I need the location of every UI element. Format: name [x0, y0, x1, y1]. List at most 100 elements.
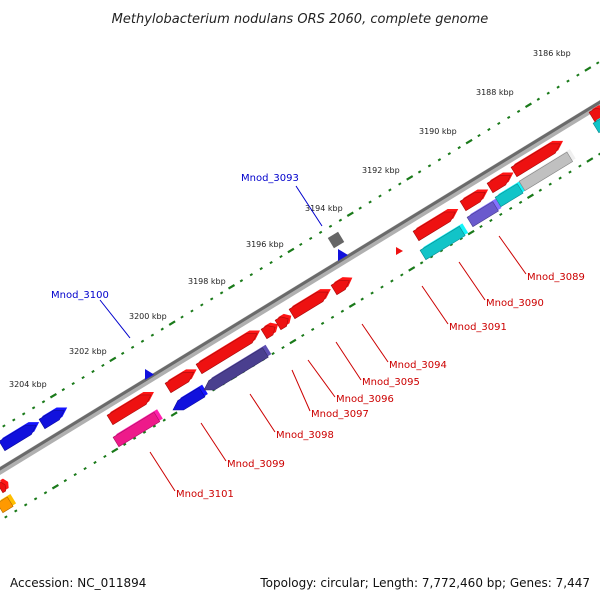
major-tick	[348, 302, 356, 308]
cds-feature[interactable]	[106, 391, 154, 426]
gene-label-mnod-3098[interactable]: Mnod_3098	[276, 430, 334, 441]
minor-tick	[122, 442, 127, 446]
gene-label-mnod-3096[interactable]: Mnod_3096	[336, 394, 394, 405]
cds-feature[interactable]	[112, 409, 163, 448]
leader-line	[200, 422, 227, 462]
cds-feature[interactable]	[518, 149, 576, 192]
minor-tick	[310, 327, 315, 331]
cds-feature[interactable]	[459, 189, 489, 212]
minor-tick	[73, 473, 77, 477]
cds-feature[interactable]	[486, 172, 514, 194]
cds-feature-body	[459, 192, 486, 212]
cds-feature-body	[112, 411, 161, 448]
minor-tick	[487, 127, 491, 132]
cds-feature-body	[195, 333, 258, 375]
cds-feature[interactable]	[419, 223, 469, 261]
leader-line	[421, 285, 449, 325]
minor-tick	[330, 315, 335, 319]
cds-feature[interactable]	[164, 369, 197, 394]
gene-label-mnod-3095[interactable]: Mnod_3095	[362, 377, 420, 388]
minor-tick	[538, 188, 543, 192]
minor-tick	[299, 242, 303, 247]
gene-label-mnod-3099[interactable]: Mnod_3099	[227, 459, 285, 470]
minor-tick	[508, 206, 513, 210]
gene-features	[0, 105, 600, 514]
minor-tick	[43, 491, 48, 495]
genome-summary-text: Topology: circular; Length: 7,772,460 bp…	[260, 576, 590, 590]
gene-label-mnod-3089[interactable]: Mnod_3089	[527, 272, 585, 283]
minor-tick	[437, 158, 442, 162]
gene-label-mnod-3090[interactable]: Mnod_3090	[486, 298, 544, 309]
gene-label-mnod-3100[interactable]: Mnod_3100	[51, 290, 109, 301]
cds-feature[interactable]	[0, 478, 9, 494]
cds-feature[interactable]	[466, 198, 502, 228]
cds-feature[interactable]	[510, 140, 564, 178]
minor-tick	[130, 345, 135, 349]
cds-feature-body	[164, 372, 195, 394]
minor-tick	[378, 194, 382, 198]
cds-feature[interactable]	[327, 231, 345, 249]
minor-tick	[239, 279, 244, 283]
minor-tick	[63, 479, 68, 483]
cds-feature[interactable]	[0, 422, 40, 452]
minor-tick	[328, 224, 333, 228]
leader-line	[149, 451, 176, 492]
minor-tick	[447, 152, 452, 156]
cds-feature-body	[106, 394, 152, 426]
cds-feature[interactable]	[494, 180, 527, 208]
cds-feature[interactable]	[38, 407, 68, 430]
leader-line	[335, 341, 362, 381]
gene-label-mnod-3091[interactable]: Mnod_3091	[449, 322, 507, 333]
cds-feature[interactable]	[145, 369, 154, 380]
cds-feature-body	[419, 225, 466, 261]
gene-label-mnod-3101[interactable]: Mnod_3101	[176, 489, 234, 500]
minor-tick	[506, 115, 511, 119]
cds-feature[interactable]	[338, 249, 348, 261]
cds-feature[interactable]	[195, 330, 261, 375]
gene-labels: Mnod_3093 Mnod_3100 Mnod_3089 Mnod_3090 …	[51, 173, 585, 500]
cds-feature-body	[466, 201, 499, 228]
minor-tick	[518, 200, 523, 204]
minor-tick	[132, 436, 137, 440]
cds-feature-body	[588, 107, 600, 123]
minor-tick	[370, 291, 374, 295]
cds-feature[interactable]	[172, 384, 208, 411]
cds-feature[interactable]	[588, 105, 600, 123]
scale-label: 3190 kbp	[419, 127, 457, 136]
minor-tick	[568, 170, 572, 174]
minor-tick	[558, 176, 562, 180]
minor-tick	[536, 97, 541, 101]
cds-feature[interactable]	[330, 277, 353, 296]
accession-text: Accession: NC_011894	[10, 576, 147, 590]
cds-feature[interactable]	[0, 494, 17, 514]
gene-label-mnod-3094[interactable]: Mnod_3094	[389, 360, 447, 371]
major-tick	[49, 392, 57, 399]
minor-tick	[419, 261, 424, 265]
minor-tick	[360, 297, 364, 301]
major-tick	[109, 356, 117, 363]
minor-tick	[566, 79, 570, 83]
gene-label-mnod-3093[interactable]: Mnod_3093	[241, 173, 299, 184]
cds-feature-body	[288, 291, 329, 320]
minor-tick	[12, 418, 16, 422]
map-title: Methylobacterium nodulans ORS 2060, comp…	[112, 12, 489, 27]
minor-tick	[578, 164, 582, 168]
minor-tick	[83, 466, 87, 471]
minor-tick	[279, 254, 283, 259]
cds-feature[interactable]	[203, 344, 272, 391]
cds-feature[interactable]	[592, 115, 600, 134]
cds-feature-body	[0, 496, 14, 514]
gene-label-mnod-3097[interactable]: Mnod_3097	[311, 409, 369, 420]
cds-feature[interactable]	[260, 322, 279, 340]
cds-feature-body	[510, 143, 561, 178]
minor-tick	[368, 200, 372, 204]
cds-feature[interactable]	[396, 247, 403, 255]
minor-tick	[33, 497, 38, 501]
major-tick	[289, 338, 297, 345]
cds-feature-body	[494, 183, 524, 208]
minor-tick	[320, 321, 325, 325]
minor-tick	[259, 267, 263, 271]
cds-feature[interactable]	[412, 209, 459, 242]
cds-feature[interactable]	[274, 313, 292, 331]
cds-feature[interactable]	[288, 289, 331, 320]
